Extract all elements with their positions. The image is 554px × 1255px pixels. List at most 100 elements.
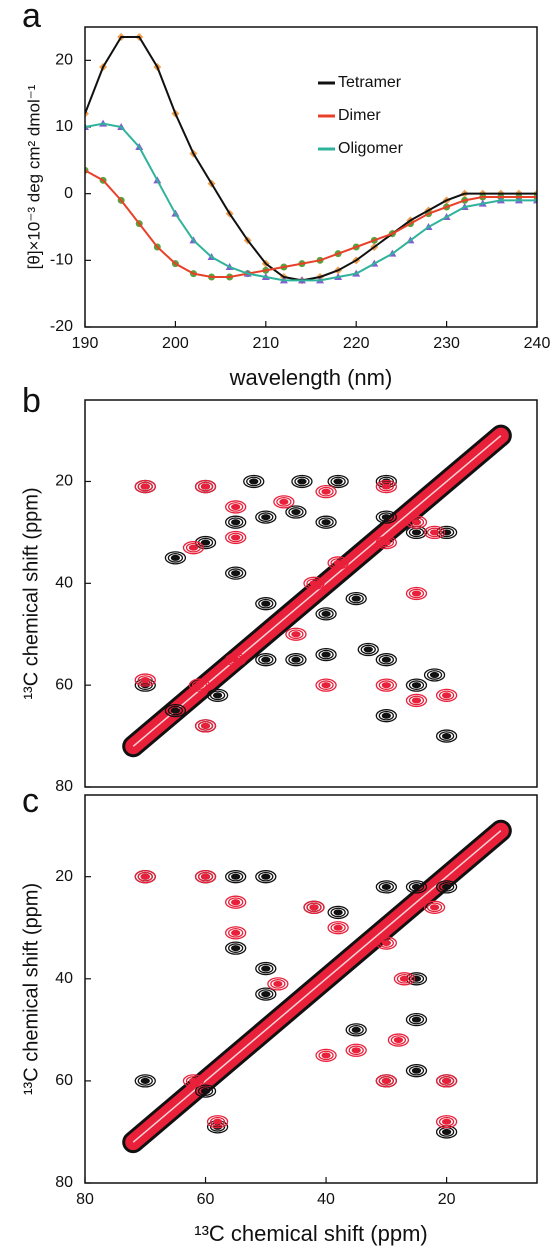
contour-ring xyxy=(228,502,244,512)
cross-peak xyxy=(134,479,156,494)
cross-peak xyxy=(375,510,397,524)
cross-peak xyxy=(375,479,397,494)
cross-peak xyxy=(194,870,217,884)
contour-ring xyxy=(351,595,361,602)
contour-ring xyxy=(243,474,265,489)
contour-ring xyxy=(255,961,277,976)
x-axis-label: wavelength (nm) xyxy=(229,365,393,390)
contour-ring xyxy=(378,1076,394,1086)
contour-ring xyxy=(194,1084,217,1098)
cross-peak xyxy=(206,1115,229,1129)
contour-ring xyxy=(435,729,458,743)
contour-ring xyxy=(411,1016,422,1023)
contour-ring xyxy=(140,483,150,490)
contour-ring xyxy=(255,987,277,1001)
contour-ring xyxy=(255,653,277,667)
contour-ring xyxy=(405,586,428,601)
contour-ring xyxy=(411,1067,422,1074)
cross-peak xyxy=(285,505,307,519)
contour-ring xyxy=(288,507,304,517)
cross-peak xyxy=(405,972,428,986)
cross-peak xyxy=(273,495,295,509)
contour-ring xyxy=(423,668,446,682)
panel: b 20 40 60 80 ¹³C chemical shift (ppm) xyxy=(20,382,538,795)
cross-peak xyxy=(327,556,349,570)
cross-peak xyxy=(182,1074,205,1088)
contour-ring xyxy=(228,532,244,543)
cross-peak xyxy=(423,668,446,682)
cross-peak xyxy=(375,880,397,894)
contour-ring xyxy=(333,559,343,566)
contour-ring xyxy=(209,690,226,701)
contour-ring xyxy=(408,973,425,984)
cross-peak xyxy=(375,709,397,723)
contour-ring xyxy=(228,897,244,908)
y-tick-label: 0 xyxy=(64,185,73,202)
contour-ring xyxy=(315,678,337,692)
contour-ring xyxy=(273,980,283,987)
cross-peak xyxy=(435,880,458,894)
cross-peak xyxy=(315,607,337,621)
contour-ring xyxy=(438,690,455,701)
panel-label: c xyxy=(22,782,39,820)
cross-peak xyxy=(405,693,428,708)
cross-peak xyxy=(255,653,277,667)
diagonal-core xyxy=(132,435,502,747)
cross-peak xyxy=(315,485,337,499)
contour-ring xyxy=(212,692,223,699)
contour-ring xyxy=(318,517,334,528)
contour-ring xyxy=(381,883,391,890)
cross-peak xyxy=(206,688,229,702)
contour-ring xyxy=(294,476,310,487)
contour-ring xyxy=(405,880,428,894)
contour-ring xyxy=(140,1077,150,1084)
contour-ring xyxy=(327,556,349,570)
cross-peak xyxy=(393,972,416,986)
contour-ring xyxy=(399,975,410,982)
contour-ring xyxy=(194,479,217,494)
cross-peak xyxy=(405,880,428,894)
contour-ring xyxy=(197,481,214,492)
contour-ring xyxy=(351,1047,361,1054)
contour-ring xyxy=(267,977,289,991)
cross-peak xyxy=(243,474,265,489)
series-line xyxy=(85,169,537,278)
cross-peak xyxy=(303,900,325,914)
cross-peak xyxy=(182,541,205,555)
contour-ring xyxy=(330,907,346,918)
cross-peak xyxy=(164,551,187,565)
cross-peak xyxy=(225,895,247,909)
contour-ring xyxy=(441,883,452,890)
contour-ring xyxy=(134,1074,156,1088)
contour-ring xyxy=(225,941,247,955)
contour-ring xyxy=(258,654,274,665)
contour-ring xyxy=(255,510,277,524)
cross-peak xyxy=(255,597,277,611)
contour-ring xyxy=(134,479,156,494)
contour-ring xyxy=(261,514,271,521)
contour-ring xyxy=(140,873,150,880)
x-tick-label: 40 xyxy=(317,1191,335,1208)
cross-peak xyxy=(225,500,247,514)
contour-ring xyxy=(375,535,397,550)
contour-ring xyxy=(411,590,422,597)
contour-ring xyxy=(393,1037,404,1044)
contour-ring xyxy=(429,529,440,536)
contour-ring xyxy=(381,682,391,689)
cross-peak xyxy=(194,479,217,494)
contour-ring xyxy=(194,719,217,733)
contour-ring xyxy=(378,481,394,492)
contour-ring xyxy=(375,653,397,667)
contour-ring xyxy=(246,476,262,487)
cross-peak xyxy=(345,591,367,606)
panel-label: a xyxy=(22,0,41,35)
contour-ring xyxy=(405,693,428,708)
cross-peak xyxy=(303,576,325,590)
contour-ring xyxy=(273,495,295,509)
contour-ring xyxy=(378,654,394,665)
contour-ring xyxy=(333,909,343,916)
contour-ring xyxy=(321,682,331,689)
cross-peak xyxy=(375,1074,397,1088)
contour-ring xyxy=(441,733,452,740)
contour-ring xyxy=(225,926,247,940)
